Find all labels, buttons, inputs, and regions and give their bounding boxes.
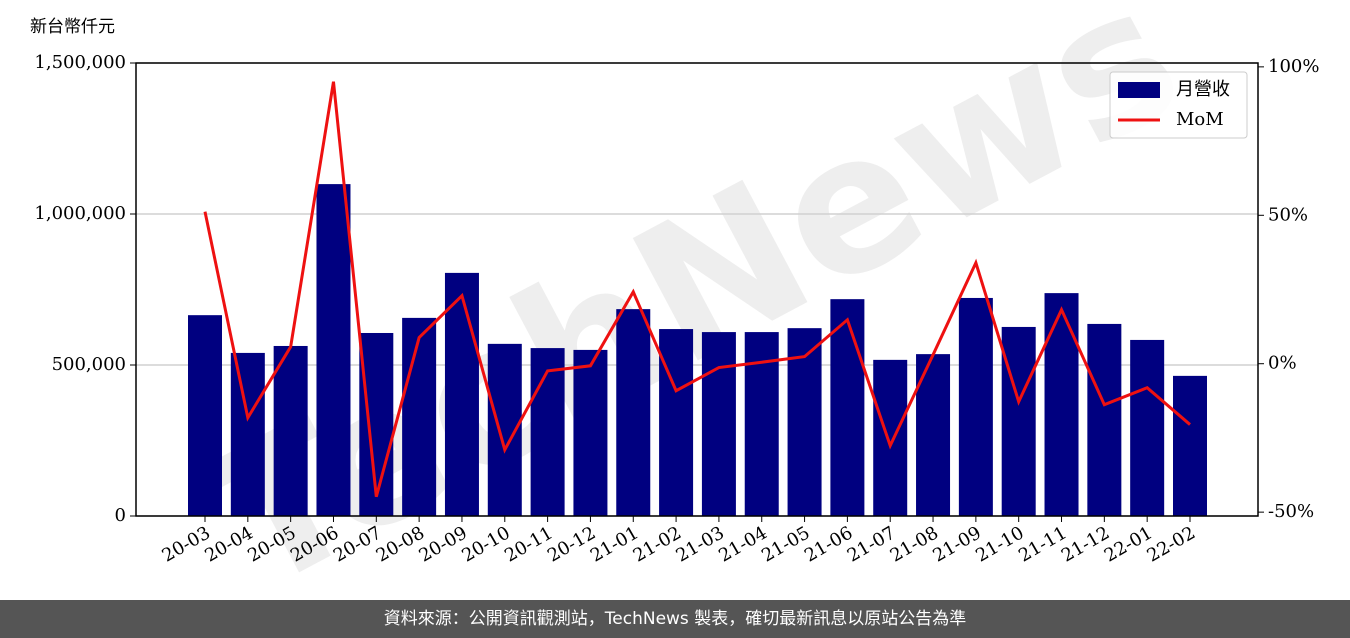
y-tick-label: 1,000,000 xyxy=(34,203,126,224)
x-tick-label: 20-11 xyxy=(501,522,556,566)
bar xyxy=(530,348,565,516)
x-tick-label: 21-07 xyxy=(844,522,899,566)
x-tick-label: 21-01 xyxy=(587,522,642,566)
bar xyxy=(1173,375,1207,516)
bar xyxy=(958,297,993,516)
x-tick-label: 22-01 xyxy=(1101,522,1156,566)
bar xyxy=(1130,339,1165,516)
x-tick-label: 22-02 xyxy=(1144,522,1199,566)
x-tick-label: 21-04 xyxy=(715,522,770,566)
bar xyxy=(1087,323,1122,516)
x-tick-label: 21-06 xyxy=(801,522,856,566)
y-tick-label: 500,000 xyxy=(52,354,126,375)
bar xyxy=(873,359,908,516)
legend-swatch xyxy=(1118,82,1160,98)
x-tick-label: 21-02 xyxy=(630,522,685,566)
x-tick-label: 20-03 xyxy=(159,522,214,566)
bar xyxy=(402,317,437,516)
line xyxy=(203,81,1191,498)
bar xyxy=(1044,293,1079,516)
x-tick-label: 21-10 xyxy=(972,522,1027,566)
bar xyxy=(188,315,222,516)
bar xyxy=(573,349,608,516)
bar xyxy=(659,329,694,516)
footer-bg xyxy=(0,600,1350,638)
bar xyxy=(1001,326,1036,516)
y2-tick-label: 100% xyxy=(1268,56,1319,77)
bar xyxy=(701,332,736,516)
x-tick-label: 21-03 xyxy=(672,522,727,566)
y-tick-label: 0 xyxy=(115,505,126,526)
y2-tick-label: 0% xyxy=(1268,353,1297,374)
x-tick-label: 21-08 xyxy=(887,522,942,566)
x-tick-label: 21-05 xyxy=(758,522,813,566)
x-tick-label: 20-12 xyxy=(544,522,599,566)
x-tick-label: 21-11 xyxy=(1015,522,1070,566)
footer: 資料來源：公開資訊觀測站，TechNews 製表，確切最新訊息以原站公告為準 xyxy=(384,609,966,629)
y-tick-label: 1,500,000 xyxy=(34,52,126,73)
legend-label: MoM xyxy=(1176,109,1224,130)
y-axis-label: 新台幣仟元 xyxy=(30,17,115,37)
x-tick-label: 21-12 xyxy=(1058,522,1113,566)
bar xyxy=(616,309,651,516)
bar xyxy=(830,299,865,516)
bar xyxy=(316,184,351,517)
bar xyxy=(444,272,479,516)
x-tick-label: 21-09 xyxy=(929,522,984,566)
legend-label: 月營收 xyxy=(1176,79,1230,100)
y2-tick-label: 50% xyxy=(1268,204,1308,225)
bar xyxy=(230,352,265,516)
bar xyxy=(273,345,308,516)
plot-frame xyxy=(135,62,1259,517)
y2-tick-label: -50% xyxy=(1268,501,1314,522)
